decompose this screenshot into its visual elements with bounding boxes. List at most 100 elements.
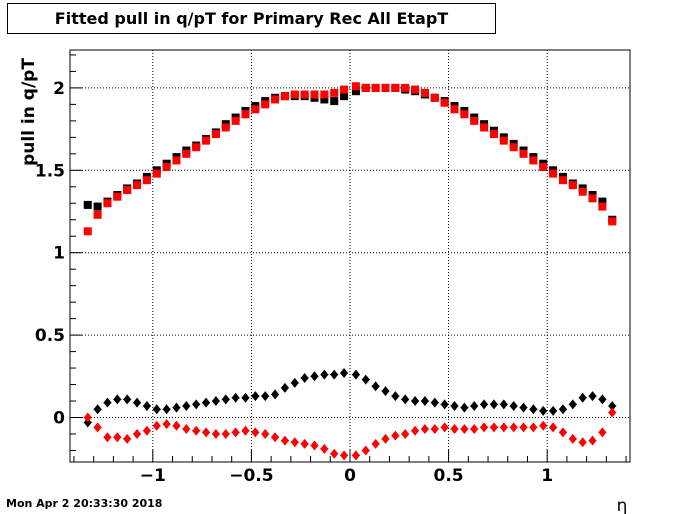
data-point-diamond: [152, 404, 161, 415]
data-point-square: [450, 105, 459, 114]
data-point-diamond: [162, 419, 171, 430]
data-point-square: [310, 90, 319, 99]
data-point-square: [172, 156, 181, 165]
data-point-diamond: [430, 424, 439, 435]
data-point-square: [320, 95, 329, 104]
data-point-diamond: [450, 424, 459, 435]
data-point-diamond: [430, 397, 439, 408]
data-point-square: [211, 130, 220, 139]
data-point-square: [391, 83, 400, 92]
data-point-diamond: [251, 391, 260, 402]
data-point-square: [549, 169, 558, 178]
data-point-diamond: [351, 450, 360, 461]
data-point-diamond: [192, 399, 201, 410]
data-point-diamond: [608, 400, 617, 411]
y-tick-label: 1.5: [35, 161, 65, 181]
data-point-square: [251, 105, 260, 114]
y-tick-label: 0.5: [35, 326, 65, 346]
data-point-diamond: [401, 394, 410, 405]
data-point-diamond: [123, 394, 132, 405]
data-point-diamond: [529, 404, 538, 415]
data-point-diamond: [420, 424, 429, 435]
x-tick-label: −0.5: [229, 466, 273, 486]
data-point-diamond: [310, 371, 319, 382]
data-point-diamond: [300, 372, 309, 383]
data-point-diamond: [361, 445, 370, 456]
data-point-diamond: [221, 394, 230, 405]
data-point-square: [103, 199, 112, 208]
data-point-diamond: [351, 369, 360, 380]
data-point-square: [361, 83, 370, 92]
data-point-diamond: [330, 448, 339, 459]
chart-title: Fitted pull in q/pT for Primary Rec All …: [54, 9, 449, 28]
data-point-diamond: [93, 422, 102, 433]
data-point-diamond: [598, 427, 607, 438]
data-point-diamond: [241, 425, 250, 436]
data-marks: [83, 82, 617, 461]
data-point-diamond: [330, 369, 339, 380]
data-point-diamond: [340, 450, 349, 461]
data-point-diamond: [608, 407, 617, 418]
title-box: Fitted pull in q/pT for Primary Rec All …: [7, 3, 496, 34]
data-point-diamond: [113, 394, 122, 405]
x-axis: −1 −0.5 0 0.5 1: [73, 450, 627, 486]
data-point-diamond: [320, 369, 329, 380]
data-point-diamond: [578, 437, 587, 448]
data-point-diamond: [162, 404, 171, 415]
data-point-diamond: [539, 405, 548, 416]
data-point-square: [320, 90, 329, 99]
data-point-square: [371, 83, 380, 92]
data-point-diamond: [340, 368, 349, 379]
data-point-diamond: [261, 428, 270, 439]
data-point-diamond: [300, 438, 309, 449]
data-point-diamond: [271, 389, 280, 400]
data-point-square: [231, 116, 240, 125]
data-point-diamond: [202, 397, 211, 408]
data-point-diamond: [182, 400, 191, 411]
data-point-square: [519, 149, 528, 158]
data-point-diamond: [460, 402, 469, 413]
data-point-square: [509, 143, 518, 152]
data-point-diamond: [499, 399, 508, 410]
data-point-diamond: [499, 422, 508, 433]
data-point-square: [280, 92, 289, 101]
data-point-diamond: [133, 428, 142, 439]
data-point-square: [598, 202, 607, 211]
data-point-diamond: [411, 425, 420, 436]
x-tick-label: 0: [344, 466, 356, 486]
data-point-diamond: [142, 400, 151, 411]
data-point-diamond: [371, 381, 380, 392]
data-point-square: [271, 95, 280, 104]
data-point-diamond: [172, 420, 181, 431]
data-point-diamond: [93, 404, 102, 415]
data-point-diamond: [598, 394, 607, 405]
data-point-square: [489, 130, 498, 139]
data-point-square: [578, 187, 587, 196]
series-3: [83, 368, 617, 428]
data-point-diamond: [172, 402, 181, 413]
data-point-square: [83, 227, 92, 236]
data-point-diamond: [231, 392, 240, 403]
data-point-diamond: [103, 432, 112, 443]
data-point-diamond: [489, 399, 498, 410]
data-point-diamond: [103, 397, 112, 408]
data-point-diamond: [558, 427, 567, 438]
data-point-diamond: [539, 420, 548, 431]
data-point-square: [182, 149, 191, 158]
data-point-diamond: [568, 433, 577, 444]
data-point-diamond: [578, 392, 587, 403]
y-axis-label: pull in q/pT: [19, 58, 39, 166]
data-point-square: [93, 202, 102, 211]
data-point-diamond: [221, 428, 230, 439]
x-tick-label: −1: [140, 466, 166, 486]
data-point-square: [202, 136, 211, 145]
data-point-square: [113, 192, 122, 201]
data-point-square: [290, 90, 299, 99]
data-point-diamond: [211, 396, 220, 407]
data-point-square: [340, 85, 349, 94]
data-point-square: [499, 136, 508, 145]
data-point-square: [300, 90, 309, 99]
data-point-diamond: [271, 432, 280, 443]
data-point-diamond: [371, 438, 380, 449]
data-point-diamond: [123, 433, 132, 444]
